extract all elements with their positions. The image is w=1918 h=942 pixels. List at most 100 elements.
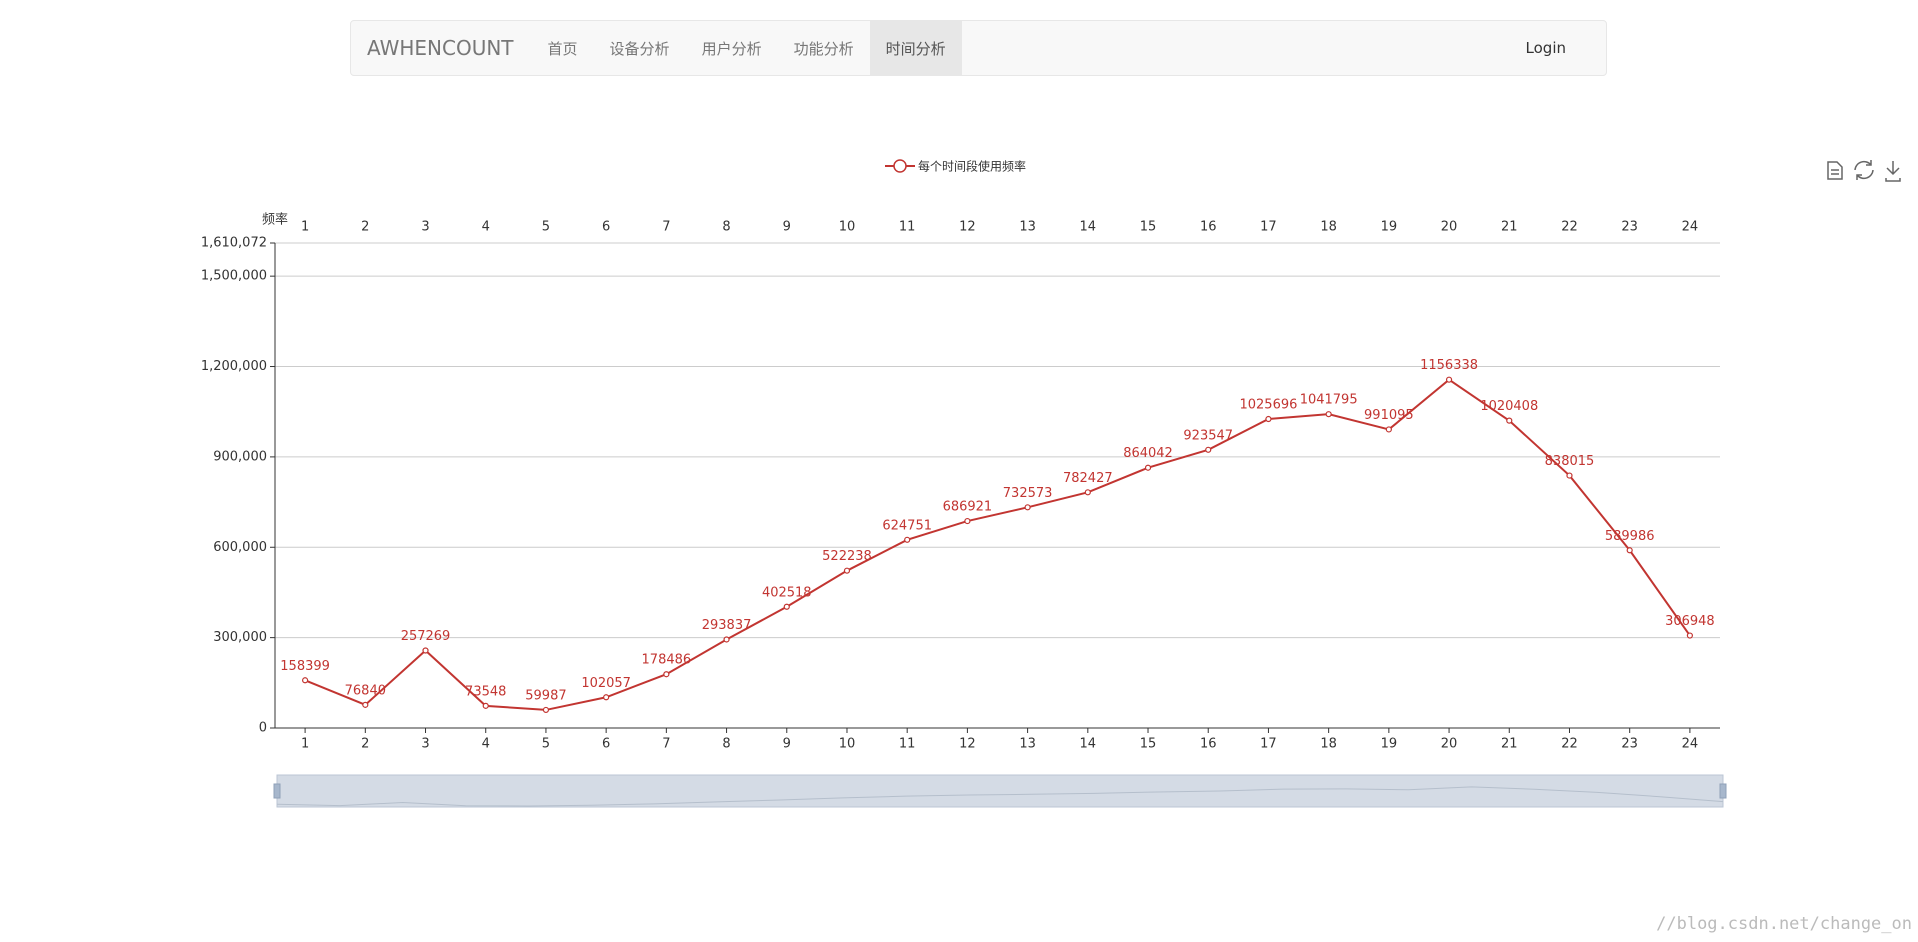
x-tick-label: 8	[722, 737, 730, 752]
point	[362, 701, 369, 708]
x-top-label: 3	[421, 220, 429, 235]
point	[1325, 411, 1332, 418]
x-top-label: 9	[783, 220, 791, 235]
x-top-label: 22	[1561, 220, 1578, 235]
data-label: 1156338	[1420, 358, 1478, 373]
x-top-label: 8	[722, 220, 730, 235]
x-top-label: 2	[361, 220, 369, 235]
x-top-label: 1	[301, 220, 309, 235]
y-tick-label: 1,610,072	[201, 236, 267, 251]
data-label: 1020408	[1480, 399, 1538, 414]
legend-marker	[893, 159, 907, 173]
brand[interactable]: AWHENCOUNT	[367, 36, 514, 60]
point	[1626, 547, 1633, 554]
x-tick-label: 14	[1080, 737, 1097, 752]
x-top-label: 5	[542, 220, 550, 235]
data-label: 838015	[1545, 454, 1595, 469]
x-tick-label: 20	[1441, 737, 1458, 752]
data-label: 732573	[1003, 486, 1053, 501]
data-label: 257269	[401, 629, 451, 644]
x-top-label: 18	[1320, 220, 1337, 235]
zoom-handle[interactable]	[273, 783, 281, 799]
line	[304, 378, 1691, 711]
zoom-preview	[276, 786, 1724, 807]
x-top-label: 15	[1140, 220, 1157, 235]
x-tick-label: 21	[1501, 737, 1518, 752]
x-tick-label: 7	[662, 737, 670, 752]
y-tick-label: 300,000	[213, 630, 267, 645]
nav-item[interactable]: 用户分析	[701, 39, 762, 58]
point	[964, 517, 971, 525]
legend-label: 每个时间段使用频率	[918, 159, 1026, 174]
toolbox	[1827, 160, 1901, 182]
y-tick-label: 600,000	[213, 540, 267, 555]
data-label: 624751	[882, 518, 932, 533]
zoom-track	[276, 774, 1724, 808]
x-tick-label: 12	[959, 737, 976, 752]
nav-item[interactable]: 首页	[547, 39, 578, 58]
point	[1385, 426, 1392, 433]
point	[1024, 504, 1031, 511]
data-label: 1025696	[1239, 398, 1297, 413]
point	[1084, 489, 1091, 496]
x-top-label: 16	[1200, 220, 1217, 235]
point	[723, 636, 730, 643]
point	[663, 671, 670, 678]
x-top-label: 11	[899, 220, 916, 235]
nav-item[interactable]: 功能分析	[793, 39, 854, 58]
x-top-label: 21	[1501, 220, 1518, 235]
data-label: 991095	[1364, 408, 1414, 423]
x-tick-label: 22	[1561, 737, 1578, 752]
x-tick-label: 10	[839, 737, 856, 752]
point	[482, 702, 489, 709]
x-tick-label: 4	[482, 737, 490, 752]
x-tick-label: 2	[361, 737, 369, 752]
zoom-handle[interactable]	[1719, 783, 1727, 799]
point	[783, 603, 790, 610]
data-label: 306948	[1665, 614, 1715, 629]
x-tick-label: 3	[421, 737, 429, 752]
data-label: 293837	[702, 618, 752, 633]
x-top-label: 19	[1381, 220, 1398, 235]
data-label: 73548	[465, 684, 506, 699]
save-icon[interactable]	[1885, 161, 1901, 182]
x-tick-label: 5	[542, 737, 550, 752]
data-label: 59987	[525, 688, 566, 703]
navbar: AWHENCOUNT 首页 设备分析 用户分析 功能分析 时间分析 Login	[350, 20, 1607, 76]
x-top-label: 24	[1682, 220, 1699, 235]
x-tick-label: 24	[1682, 737, 1699, 752]
data-label: 782427	[1063, 471, 1113, 486]
y-tick-label: 1,500,000	[201, 269, 267, 284]
nav-item[interactable]: 设备分析	[609, 39, 670, 58]
x-tick-label: 9	[783, 737, 791, 752]
x-top-label: 14	[1080, 220, 1097, 235]
point	[1566, 472, 1573, 479]
point	[1445, 376, 1453, 383]
data-label: 76840	[345, 683, 386, 698]
x-tick-label: 11	[899, 737, 916, 752]
point	[904, 536, 911, 543]
x-top-label: 10	[839, 220, 856, 235]
data-label: 589986	[1605, 529, 1655, 544]
restore-icon[interactable]	[1854, 160, 1874, 180]
data-label: 102057	[581, 676, 631, 691]
data-label: 402518	[762, 585, 812, 600]
point	[603, 694, 610, 701]
point	[1265, 415, 1272, 423]
nav-item[interactable]: 时间分析	[869, 21, 962, 75]
x-tick-label: 23	[1621, 737, 1638, 752]
point	[1205, 446, 1212, 453]
x-top-label: 20	[1441, 220, 1458, 235]
y-tick-label: 900,000	[213, 449, 267, 464]
data-view-icon[interactable]	[1827, 161, 1843, 180]
data-label: 686921	[943, 500, 993, 515]
data-label: 923547	[1183, 428, 1233, 443]
point	[422, 647, 429, 654]
data-label: 864042	[1123, 446, 1173, 461]
point	[1506, 417, 1513, 424]
login-link[interactable]: Login	[1525, 39, 1566, 57]
x-tick-label: 17	[1260, 737, 1277, 752]
point	[1686, 632, 1693, 639]
